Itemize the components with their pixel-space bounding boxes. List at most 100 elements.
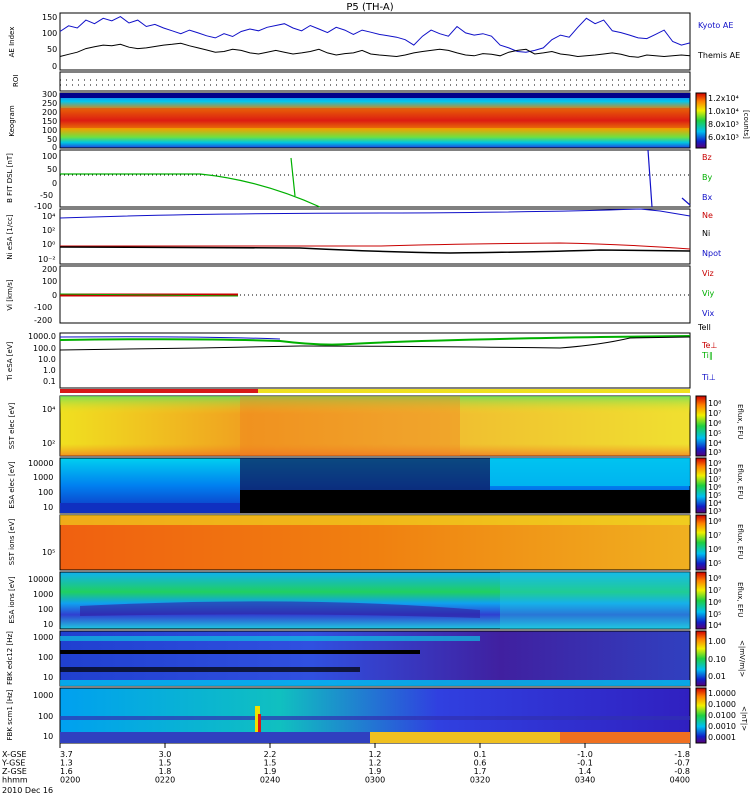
bfit-legend-by: By: [702, 173, 712, 182]
esa-elec-cbar-tick: 10⁴: [708, 499, 721, 508]
keogram-tick: 0: [52, 143, 57, 152]
sst-ions-cbar-tick: 10⁶: [708, 545, 721, 554]
fbk-scm1-tick: 10: [43, 732, 53, 741]
keogram-tick: 200: [42, 108, 57, 117]
panel-sst-ions: SST ions [eV] 10⁵ 10⁸ 10⁷ 10⁶ 10⁵ Eflux,…: [8, 514, 744, 571]
keogram-tick: 250: [42, 99, 57, 108]
bfit-legend-bz: Bz: [702, 153, 712, 162]
esa-ions-cbar-label: Eflux, EFU: [736, 582, 744, 617]
coord-value: 1.5: [264, 759, 277, 768]
coord-value: 0400: [670, 776, 690, 785]
esa-ions-cbar-tick: 10⁴: [708, 621, 721, 630]
keogram-tick: 50: [47, 135, 57, 144]
coord-row-label: hhmm: [2, 776, 28, 785]
coord-value: 2.2: [264, 750, 277, 759]
ni-tick: 10²: [42, 226, 55, 235]
keogram-tick: 300: [42, 90, 57, 99]
panel-ae-index: AE Index 150 100 50 0 Kyoto AE Themis AE: [8, 12, 740, 71]
roi-ylabel: ROI: [12, 75, 20, 87]
coord-row-label: Y-GSE: [1, 759, 25, 768]
esa-elec-colorbar: [695, 457, 707, 514]
fbk-scm1-cbar-tick: 0.1000: [708, 700, 736, 709]
ti-para-line: [59, 335, 691, 346]
esa-ions-ylabel: ESA ions [eV]: [8, 576, 16, 623]
ti-ylabel: Ti eSA [eV]: [6, 341, 14, 381]
ni-legend-ne: Ne: [702, 211, 713, 220]
bfit-by-line: [60, 173, 321, 208]
keogram-tick: 100: [42, 126, 57, 135]
bfit-ylabel: B FIT DSL [nT]: [6, 153, 14, 203]
vi-legend-tell: Tell: [697, 323, 711, 332]
panel-roi: ROI: [12, 71, 691, 92]
esa-elec-cbar-tick: 10⁵: [708, 491, 721, 500]
sst-ions-cbar-tick: 10⁷: [708, 531, 721, 540]
esa-ions-tick: 10: [43, 620, 53, 629]
vi-tick: 200: [42, 265, 57, 274]
esa-ions-colorbar: [695, 571, 707, 630]
panel-fbk-scm1: FBK scm1 [Hz] 1000 100 10 1.0000 0.1000 …: [6, 687, 748, 744]
coord-value: -0.1: [577, 759, 593, 768]
ni-tick: 10⁴: [42, 212, 55, 221]
coord-value: 0200: [60, 776, 80, 785]
esa-elec-ylabel: ESA elec [eV]: [8, 461, 16, 508]
ni-ne-line: [60, 242, 691, 250]
esa-elec-cbar-tick: 10⁹: [708, 459, 721, 468]
ae-legend-themis: Themis AE: [697, 51, 740, 60]
coord-value: 3.7: [60, 750, 73, 759]
bfit-tick: -100: [34, 202, 52, 211]
coord-value: -1.8: [674, 750, 690, 759]
fbk-scm1-cbar-tick: 0.0010: [708, 722, 736, 731]
coord-value: 1.2: [369, 750, 382, 759]
sst-ions-ylabel: SST ions [eV]: [8, 518, 16, 565]
bfit-tick: 100: [42, 152, 57, 161]
sst-ions-colorbar: [695, 514, 707, 571]
fbk-scm1-cbar-tick: 0.0100: [708, 711, 736, 720]
bfit-tick: 50: [47, 165, 57, 174]
panel-keogram: Keogram 300 250 200 150 100 50 0 1.2x10⁴…: [8, 90, 750, 152]
ti-tick: 10.0: [38, 355, 56, 364]
vi-legend-viz: Viz: [702, 269, 714, 278]
fbk-edc12-tick: 100: [38, 653, 53, 662]
keogram-cbar-tick: 1.0x10⁴: [708, 107, 739, 116]
vi-tick: 0: [52, 291, 57, 300]
vi-tick: 100: [42, 277, 57, 286]
fbk-edc12-cbar-tick: 1.00: [708, 637, 726, 646]
ti-legend-ti-para: Ti∥: [701, 351, 713, 360]
coord-value: 1.8: [159, 767, 172, 776]
coord-value: 1.4: [579, 767, 592, 776]
sst-elec-cbar-tick: 10³: [708, 448, 721, 457]
ae-tick: 150: [42, 13, 57, 22]
coord-value: 1.6: [60, 767, 73, 776]
sst-elec-cbar-tick: 10⁶: [708, 419, 721, 428]
sst-ions-cbar-label: Eflux, EFU: [736, 524, 744, 559]
sst-ions-cbar-tick: 10⁵: [708, 559, 721, 568]
mode-bar-slow: [258, 389, 690, 393]
coord-value: 1.9: [264, 767, 277, 776]
panel-esa-elec: ESA elec [eV] 10000 1000 100 10 10⁹ 10⁸ …: [8, 457, 744, 516]
ae-series-line: [59, 42, 691, 58]
ae-tick: 50: [47, 45, 57, 54]
esa-elec-tick: 1000: [33, 473, 53, 482]
esa-ions-tick: 10000: [28, 575, 53, 584]
esa-ions-cbar-tick: 10⁶: [708, 598, 721, 607]
chart-title: P5 (TH-A): [346, 2, 393, 13]
vi-tick: -100: [34, 303, 52, 312]
coord-value: 1.7: [474, 767, 487, 776]
ti-tick: 0.1: [43, 377, 56, 386]
ti-perp-line: [59, 336, 691, 351]
fbk-edc12-cbar-tick: 0.01: [708, 672, 726, 681]
ae-ylabel: AE Index: [8, 27, 16, 58]
sst-ions-cbar-tick: 10⁸: [708, 517, 721, 526]
coord-value: 1.2: [369, 759, 382, 768]
coord-value: 0.1: [474, 750, 487, 759]
fbk-edc12-tick: 1000: [33, 633, 53, 642]
ae-tick: 100: [42, 29, 57, 38]
sst-elec-cbar-label: Eflux, EFU: [736, 404, 744, 439]
coord-value: 0300: [365, 776, 385, 785]
time-axis: X-GSE 3.7 3.0 2.2 1.2 0.1 -1.0 -1.8Y-GSE 1.3 1.5 1…: [1, 743, 691, 785]
ti-tick: 1.0: [43, 366, 56, 375]
keogram-colorbar: [695, 92, 707, 149]
fbk-scm1-cbar-label: <|nT|>: [740, 706, 748, 731]
sst-elec-cbar-tick: 10⁴: [708, 439, 721, 448]
